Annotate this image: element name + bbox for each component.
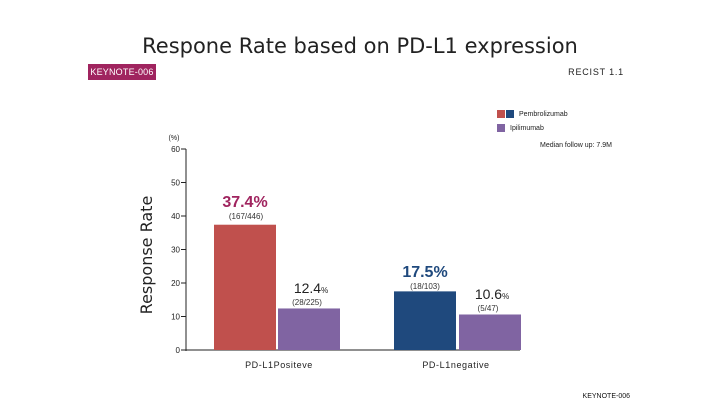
- legend: Pembrolizumab Ipilimumab: [497, 107, 568, 135]
- data-label-unit: %: [321, 286, 328, 295]
- y-unit-label: (%): [169, 135, 180, 142]
- y-tick-label: 10: [171, 313, 180, 322]
- legend-item-ipilimumab: Ipilimumab: [497, 121, 568, 135]
- y-tick-label: 60: [171, 145, 180, 154]
- y-tick-label: 50: [171, 179, 180, 188]
- legend-item-pembrolizumab: Pembrolizumab: [497, 107, 568, 121]
- chart-title: Respone Rate based on PD-L1 expression: [142, 34, 578, 58]
- response-criteria-label: RECIST 1.1: [568, 67, 624, 77]
- y-tick-label: 40: [171, 212, 180, 221]
- bar-ipilimumab-positive: [278, 308, 340, 350]
- data-label-ipilimumab: 10.6%: [475, 286, 509, 302]
- legend-swatch-pembrolizumab-positive: [497, 110, 505, 118]
- bar-pembrolizumab-positive: [214, 224, 276, 350]
- legend-label: Pembrolizumab: [519, 110, 568, 118]
- data-label-pembrolizumab: 17.5%: [402, 264, 447, 281]
- count-label-pembrolizumab: (18/103): [410, 282, 440, 291]
- x-category-label: PD-L1negative: [422, 360, 489, 370]
- y-tick-label: 30: [171, 246, 180, 255]
- legend-label: Ipilimumab: [510, 124, 544, 132]
- footer-source: KEYNOTE-006: [582, 393, 630, 400]
- y-tick-label: 0: [176, 346, 181, 355]
- count-label-pembrolizumab: (167/446): [229, 212, 264, 221]
- legend-swatch-ipilimumab: [497, 124, 505, 132]
- data-label-pembrolizumab: 37.4%: [222, 194, 267, 211]
- x-category-label: PD-L1Positeve: [245, 360, 313, 370]
- bar-ipilimumab-negative: [459, 314, 521, 350]
- legend-swatch-pembrolizumab-negative: [506, 110, 514, 118]
- count-label-ipilimumab: (5/47): [478, 304, 499, 313]
- y-axis-title: Response Rate: [137, 196, 156, 315]
- followup-note: Median follow up: 7.9M: [540, 142, 612, 149]
- count-label-ipilimumab: (28/225): [292, 298, 322, 307]
- data-label-ipilimumab: 12.4%: [294, 280, 328, 296]
- y-tick-label: 20: [171, 279, 180, 288]
- bar-pembrolizumab-negative: [394, 291, 456, 350]
- study-badge: KEYNOTE-006: [88, 64, 156, 80]
- data-label-unit: %: [502, 292, 509, 301]
